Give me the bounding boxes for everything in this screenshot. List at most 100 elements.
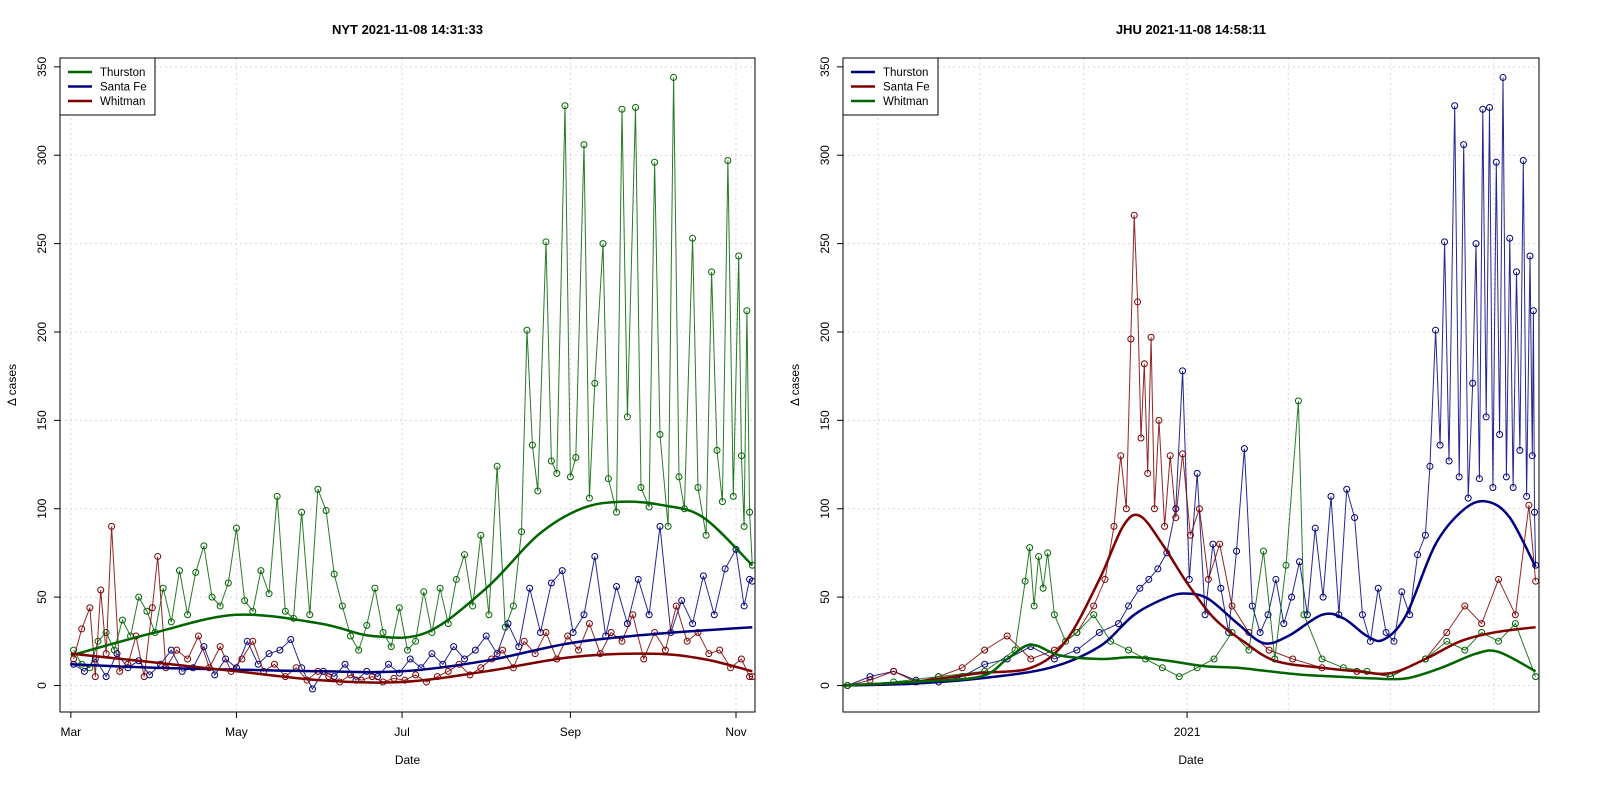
y-tick-label: 100 — [818, 498, 832, 518]
data-point — [1318, 655, 1326, 663]
data-point — [1145, 575, 1153, 583]
data-point — [436, 584, 444, 592]
data-point — [148, 604, 156, 612]
y-tick-label: 0 — [818, 682, 832, 689]
data-point — [1201, 611, 1209, 619]
y-tick-label: 250 — [35, 233, 49, 253]
data-point — [1343, 485, 1351, 493]
data-point — [542, 238, 550, 246]
y-tick-label: 350 — [35, 57, 49, 77]
data-point — [526, 584, 534, 592]
y-tick-label: 250 — [818, 233, 832, 253]
data-point — [547, 457, 555, 465]
data-point — [1134, 298, 1142, 306]
data-point — [1398, 588, 1406, 596]
data-point — [477, 664, 485, 672]
data-point — [694, 628, 702, 636]
data-point — [1445, 457, 1453, 465]
data-point — [493, 462, 501, 470]
data-point — [184, 655, 192, 663]
data-point — [143, 607, 151, 615]
data-point — [564, 632, 572, 640]
data-point — [1421, 655, 1429, 663]
data-point — [341, 660, 349, 668]
data-point — [222, 655, 230, 663]
data-point — [452, 575, 460, 583]
data-point — [1432, 326, 1440, 334]
data-point — [1127, 335, 1135, 343]
data-point — [1525, 501, 1533, 509]
data-point — [287, 636, 295, 644]
data-point — [1245, 646, 1253, 654]
data-point — [735, 252, 743, 260]
data-point — [461, 655, 469, 663]
data-point — [1528, 452, 1536, 460]
data-point — [1003, 632, 1011, 640]
data-point — [1155, 416, 1163, 424]
data-point — [444, 667, 452, 675]
data-point — [1179, 450, 1187, 458]
data-point — [428, 650, 436, 658]
data-point — [740, 522, 748, 530]
chart-panel-1: NYT 2021-11-08 14:31:33 0 50 100 150 200 250 30… — [5, 22, 756, 767]
data-point — [469, 602, 477, 610]
data-point — [1158, 664, 1166, 672]
data-point — [1464, 494, 1472, 502]
data-point — [1519, 157, 1527, 165]
data-point — [406, 655, 414, 663]
data-point — [1475, 475, 1483, 483]
data-point — [1140, 360, 1148, 368]
data-point — [102, 628, 110, 636]
data-point — [477, 531, 485, 539]
data-point — [401, 676, 409, 684]
data-point — [276, 646, 284, 654]
data-point — [547, 579, 555, 587]
data-point — [308, 685, 316, 693]
data-point — [613, 583, 621, 591]
data-point — [683, 637, 691, 645]
data-point — [306, 611, 314, 619]
data-point — [1090, 611, 1098, 619]
data-point — [224, 579, 232, 587]
data-point — [450, 643, 458, 651]
data-point — [699, 572, 707, 580]
data-point — [371, 584, 379, 592]
data-point — [591, 552, 599, 560]
data-point — [86, 604, 94, 612]
data-point — [748, 673, 755, 681]
data-point — [1441, 238, 1449, 246]
data-point — [265, 590, 273, 598]
data-point — [482, 632, 490, 640]
data-point — [623, 620, 631, 628]
data-point — [1289, 655, 1297, 663]
data-point — [80, 667, 88, 675]
data-point — [1228, 602, 1236, 610]
data-point — [249, 637, 257, 645]
data-point — [504, 620, 512, 628]
data-point — [1101, 575, 1109, 583]
data-point — [1280, 620, 1288, 628]
data-point — [1122, 505, 1130, 513]
data-point — [1125, 646, 1133, 654]
series-whitman — [70, 522, 755, 686]
data-point — [1117, 452, 1125, 460]
data-point — [1282, 561, 1290, 569]
data-point — [1443, 628, 1451, 636]
data-point — [387, 643, 395, 651]
data-point — [1050, 611, 1058, 619]
data-point — [694, 484, 702, 492]
data-point — [748, 577, 755, 585]
data-point — [1265, 646, 1273, 654]
data-point — [173, 646, 181, 654]
x-tick-label: 2021 — [1174, 725, 1201, 739]
data-point — [1511, 611, 1519, 619]
data-point — [499, 646, 507, 654]
data-point — [1461, 646, 1469, 654]
data-point — [1511, 620, 1519, 628]
series-line — [847, 77, 1537, 686]
y-tick-label: 50 — [818, 590, 832, 604]
data-point — [689, 234, 697, 242]
data-point — [675, 473, 683, 481]
chart-title: JHU 2021-11-08 14:58:11 — [1116, 22, 1266, 37]
data-point — [618, 637, 626, 645]
